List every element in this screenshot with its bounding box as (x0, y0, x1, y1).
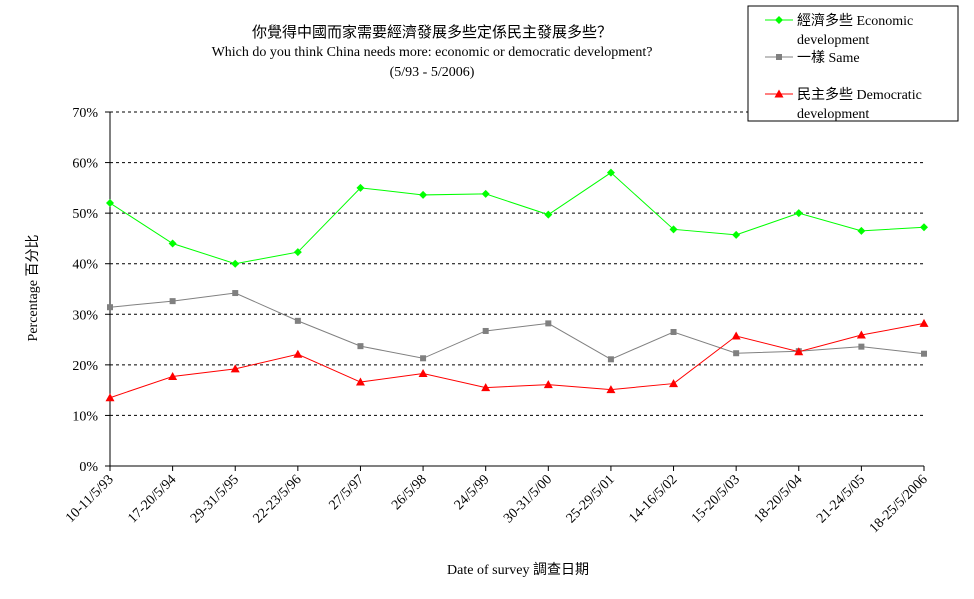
data-point (857, 226, 866, 235)
data-point (419, 190, 428, 199)
data-point (356, 183, 365, 192)
data-point (544, 210, 553, 219)
legend-label-line: development (797, 33, 869, 48)
data-point (919, 318, 929, 327)
data-point (481, 383, 491, 392)
legend-swatch-marker (775, 16, 783, 24)
data-point (606, 168, 615, 177)
data-point (856, 330, 866, 339)
legend-box (747, 5, 959, 122)
legend-label-line: development (797, 107, 869, 122)
data-point (169, 298, 176, 305)
data-point (293, 349, 303, 358)
x-tick-label: 17-20/5/94 (125, 472, 179, 526)
x-tick-label: 21-24/5/05 (814, 472, 868, 526)
legend-label: 經濟多些 Economic development (797, 12, 913, 48)
data-point (230, 364, 240, 373)
data-point (357, 343, 364, 350)
data-point (670, 328, 677, 335)
series-layer (105, 168, 929, 402)
data-point (731, 331, 741, 340)
data-point (482, 327, 489, 334)
series-diamond (106, 168, 928, 268)
data-point (105, 393, 115, 402)
data-point (920, 223, 928, 232)
legend-entry: 經濟多些 Economic development (765, 12, 913, 48)
legend-entry: 民主多些 Democratic development (765, 86, 922, 122)
x-tick-label: 30-31/5/00 (501, 472, 555, 526)
x-tick-label: 26/5/98 (389, 472, 430, 513)
y-tick-label: 40% (72, 258, 98, 273)
y-tick-label: 70% (72, 106, 98, 121)
x-tick-label: 24/5/99 (452, 472, 493, 513)
data-point (858, 343, 865, 350)
y-axis-title: Percentage 百分比 (25, 235, 41, 342)
data-point (420, 355, 427, 362)
data-point (418, 368, 428, 377)
data-point (293, 248, 302, 257)
x-tick-label: 27/5/97 (326, 472, 367, 513)
data-point (107, 304, 113, 311)
legend-label-line: 民主多些 Democratic (797, 86, 922, 103)
y-tick-label: 10% (72, 409, 98, 424)
chart-title-block: 你覺得中國而家需要經濟發展多些定係民主發展多些？ Which do you th… (212, 24, 653, 80)
data-point (545, 320, 552, 327)
y-tick-label: 0% (79, 460, 98, 475)
data-point (607, 356, 614, 363)
data-point (794, 209, 803, 218)
chart-title: 你覺得中國而家需要經濟發展多些定係民主發展多些？ (252, 24, 612, 41)
series-square (107, 290, 927, 363)
x-tick-label: 14-16/5/02 (626, 472, 680, 526)
chart-period: (5/93 - 5/2006) (390, 65, 475, 80)
legend-entry: 一樣 Same (765, 49, 860, 66)
data-point (606, 385, 616, 394)
x-tick-label: 15-20/5/03 (689, 472, 743, 526)
data-point (355, 377, 365, 386)
series-line (109, 172, 925, 265)
axes (109, 112, 924, 467)
data-point (231, 259, 240, 268)
y-tick-label: 50% (72, 207, 98, 222)
x-tick-label: 22-23/5/96 (251, 472, 305, 526)
gridlines (105, 111, 924, 467)
x-tick-label: 29-31/5/95 (188, 472, 242, 526)
x-tick-label: 25-29/5/01 (564, 472, 618, 526)
y-tick-label: 20% (72, 359, 98, 374)
data-point (669, 225, 678, 234)
x-tick-label: 10-11/5/93 (63, 472, 117, 526)
data-point (232, 290, 239, 297)
data-point (732, 230, 741, 239)
legend-swatch-marker (776, 54, 782, 60)
chart-subtitle: Which do you think China needs more: eco… (212, 45, 653, 60)
data-point (168, 239, 177, 248)
legend-label: 一樣 Same (797, 49, 860, 66)
series-triangle (105, 318, 929, 402)
x-tick-label: 18-25/5/2006 (867, 472, 931, 536)
data-point (794, 347, 804, 356)
data-point (106, 199, 114, 208)
data-point (294, 317, 301, 324)
x-tick-label: 18-20/5/04 (752, 472, 806, 526)
data-point (168, 371, 178, 380)
legend-label: 民主多些 Democratic development (797, 86, 922, 122)
data-point (669, 379, 679, 388)
data-point (481, 189, 490, 198)
data-point (733, 350, 740, 357)
legend-label-line: 經濟多些 Economic (797, 12, 913, 29)
y-tick-label: 30% (72, 308, 98, 323)
series-line (109, 292, 925, 360)
data-point (921, 350, 927, 357)
x-tick-labels: 10-11/5/93 17-20/5/94 29-31/5/95 22-23/5/96… (63, 466, 931, 536)
series-line (109, 322, 925, 399)
y-tick-label: 60% (72, 157, 98, 172)
y-tick-labels: 0% 10% 20% 30% 40% 50% 60% 70% (72, 106, 98, 475)
data-point (543, 380, 553, 389)
legend-swatch-marker (774, 89, 784, 98)
x-axis-title: Date of survey 調查日期 (447, 562, 589, 578)
